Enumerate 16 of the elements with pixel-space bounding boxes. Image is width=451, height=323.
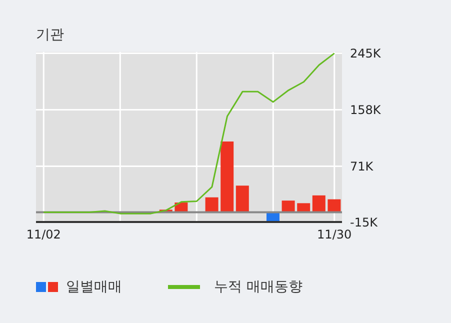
bar — [220, 142, 234, 212]
chart-title: 기관 — [36, 26, 64, 44]
y-tick-label: 245K — [350, 46, 382, 61]
x-tick-label: 11/30 — [317, 228, 352, 242]
bar — [328, 199, 341, 212]
bar — [236, 186, 249, 212]
line-series — [42, 52, 336, 214]
bar — [282, 200, 295, 212]
legend-label: 일별매매 — [66, 278, 122, 296]
bar — [312, 195, 326, 212]
x-tick-label: 11/02 — [26, 228, 61, 242]
y-tick-label: 158K — [350, 103, 382, 118]
bar — [205, 197, 218, 212]
y-tick-label: 71K — [350, 159, 374, 174]
y-tick-label: -15K — [350, 215, 379, 230]
legend-label: 누적 매매동향 — [214, 278, 302, 296]
